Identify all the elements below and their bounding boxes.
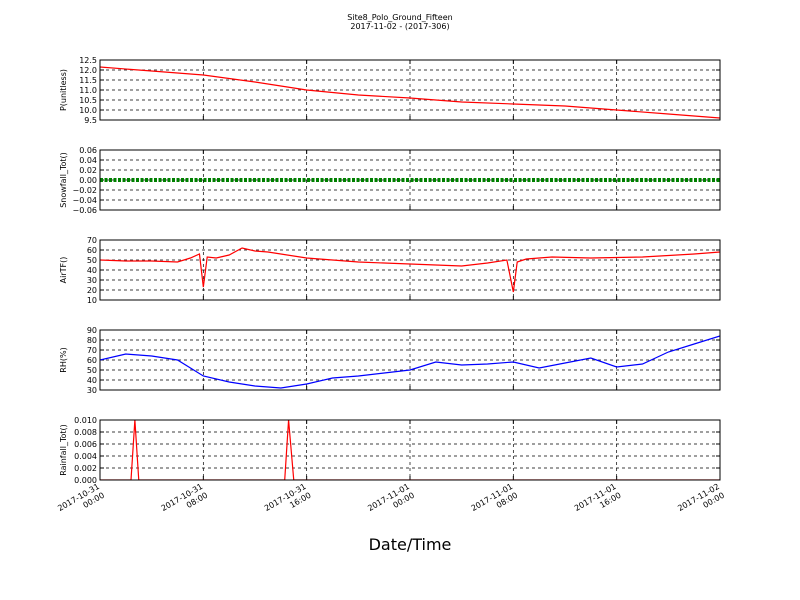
y-tick-label: −0.02 — [72, 186, 97, 195]
panels: 9.510.010.511.011.512.012.5 P(unitless) −0… — [59, 56, 721, 485]
panel-5: 0.000 0.002 0.004 0.006 0.008 0.010 Rainfall_T… — [59, 416, 721, 485]
y-tick-label: 10.5 — [79, 96, 97, 105]
plot-frame — [99, 239, 721, 301]
y-tick-label: 60 — [87, 356, 97, 365]
panel-2: −0.06−0.04−0.020.000.020.040.06 Snowfall_… — [59, 146, 721, 215]
y-axis-label: RH(%) — [59, 347, 68, 372]
y-tick-label: 30 — [87, 276, 97, 285]
x-axis-label: Date/Time — [369, 535, 452, 554]
y-tick-label: 0.00 — [79, 176, 97, 185]
x-tick-label: 2017-11-0100:00 — [366, 482, 416, 522]
y-tick-label: 50 — [87, 256, 97, 265]
y-tick-label: −0.06 — [72, 206, 97, 215]
plot-frame — [99, 59, 721, 121]
y-tick-label: 0.010 — [74, 416, 97, 425]
x-tick-label: 2017-10-3116:00 — [263, 482, 313, 522]
y-tick-label: 0.006 — [74, 440, 97, 449]
y-tick-label: 12.5 — [79, 56, 97, 65]
y-tick-label: −0.04 — [72, 196, 97, 205]
y-tick-label: 0.04 — [79, 156, 97, 165]
y-axis-label: Rainfall_Tot() — [59, 424, 68, 476]
series-line — [100, 335, 720, 389]
x-tick-label: 2017-10-3100:00 — [56, 482, 106, 522]
x-tick-label: 2017-10-3108:00 — [160, 482, 210, 522]
y-tick-label: 12.0 — [79, 66, 97, 75]
series-line — [100, 247, 720, 293]
y-tick-label: 90 — [87, 326, 97, 335]
y-tick-label: 0.008 — [74, 428, 97, 437]
y-tick-label: 60 — [87, 246, 97, 255]
panel-1: 9.510.010.511.011.512.012.5 P(unitless) — [59, 56, 721, 125]
x-tick-labels: 2017-10-3100:00 2017-10-3108:00 2017-10-31… — [56, 482, 726, 522]
y-tick-label: 0.000 — [74, 476, 97, 485]
series-line — [100, 420, 720, 480]
x-tick-label: 2017-11-0200:00 — [676, 482, 726, 522]
y-tick-label: 0.004 — [74, 452, 97, 461]
plot-frame — [99, 329, 721, 391]
y-axis-label: P(unitless) — [59, 69, 68, 111]
y-tick-label: 0.02 — [79, 166, 97, 175]
y-tick-label: 70 — [87, 346, 97, 355]
y-axis-label: AirTF() — [59, 257, 68, 284]
y-tick-label: 20 — [87, 286, 97, 295]
series-line — [100, 66, 720, 119]
plot-frame — [99, 149, 721, 211]
y-tick-label: 0.002 — [74, 464, 97, 473]
chart-subtitle: 2017-11-02 - (2017-306) — [350, 22, 449, 31]
plot-frame — [99, 419, 721, 481]
y-tick-label: 10.0 — [79, 106, 97, 115]
chart-title: Site8_Polo_Ground_Fifteen — [347, 13, 452, 22]
y-tick-label: 30 — [87, 386, 97, 395]
y-tick-label: 40 — [87, 376, 97, 385]
x-tick-label: 2017-11-0116:00 — [573, 482, 623, 522]
y-tick-label: 70 — [87, 236, 97, 245]
y-tick-label: 11.5 — [79, 76, 97, 85]
y-tick-label: 9.5 — [84, 116, 97, 125]
y-tick-label: 11.0 — [79, 86, 97, 95]
y-tick-label: 0.06 — [79, 146, 97, 155]
y-tick-label: 40 — [87, 266, 97, 275]
y-tick-label: 50 — [87, 366, 97, 375]
x-tick-label: 2017-11-0108:00 — [470, 482, 520, 522]
y-tick-label: 80 — [87, 336, 97, 345]
y-tick-label: 10 — [87, 296, 97, 305]
y-axis-label: Snowfall_Tot() — [59, 152, 68, 208]
